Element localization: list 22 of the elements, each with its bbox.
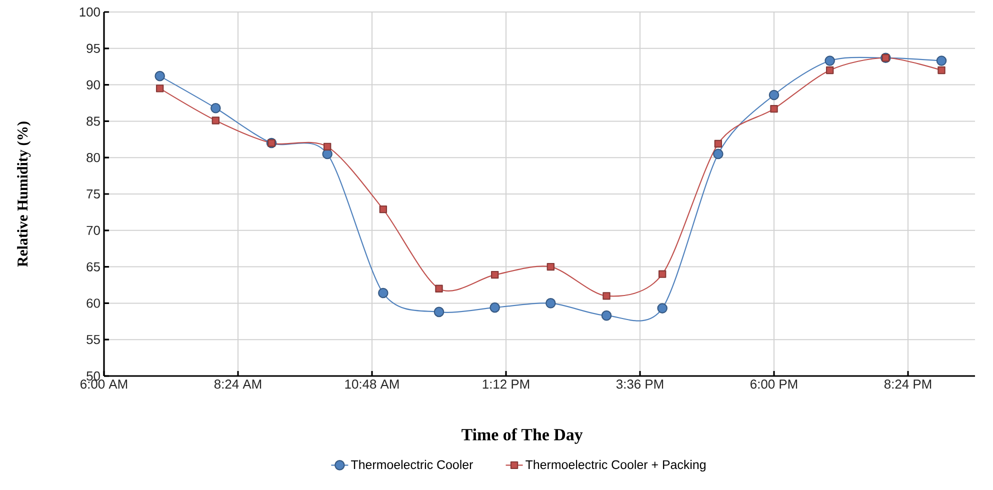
y-axis-title: Relative Humidity (%) <box>17 122 31 267</box>
x-axis-title: Time of The Day <box>462 428 583 444</box>
y-tick-label: 65 <box>86 262 100 272</box>
x-tick-label: 6:00 AM <box>80 380 128 389</box>
y-tick-label: 90 <box>86 80 100 90</box>
x-tick-label: 1:12 PM <box>482 380 530 389</box>
y-tick-label: 60 <box>86 298 100 308</box>
y-tick-label: 75 <box>86 189 100 199</box>
y-tick-label: 95 <box>86 44 100 53</box>
y-tick-label: 50 <box>86 371 100 381</box>
x-tick-label: 3:36 PM <box>616 380 664 389</box>
legend-label: Thermoelectric Cooler <box>351 460 473 470</box>
x-tick-label: 8:24 AM <box>214 380 262 389</box>
y-tick-label: 70 <box>86 226 100 235</box>
y-tick-label: 85 <box>86 116 100 126</box>
x-tick-label: 6:00 PM <box>750 380 798 389</box>
x-tick-label: 10:48 AM <box>345 380 399 389</box>
x-tick-label: 8:24 PM <box>884 380 932 389</box>
y-tick-label: 100 <box>80 7 100 17</box>
y-tick-label: 80 <box>86 153 100 162</box>
y-tick-label: 55 <box>86 335 100 344</box>
legend-label: Thermoelectric Cooler + Packing <box>526 460 706 472</box>
